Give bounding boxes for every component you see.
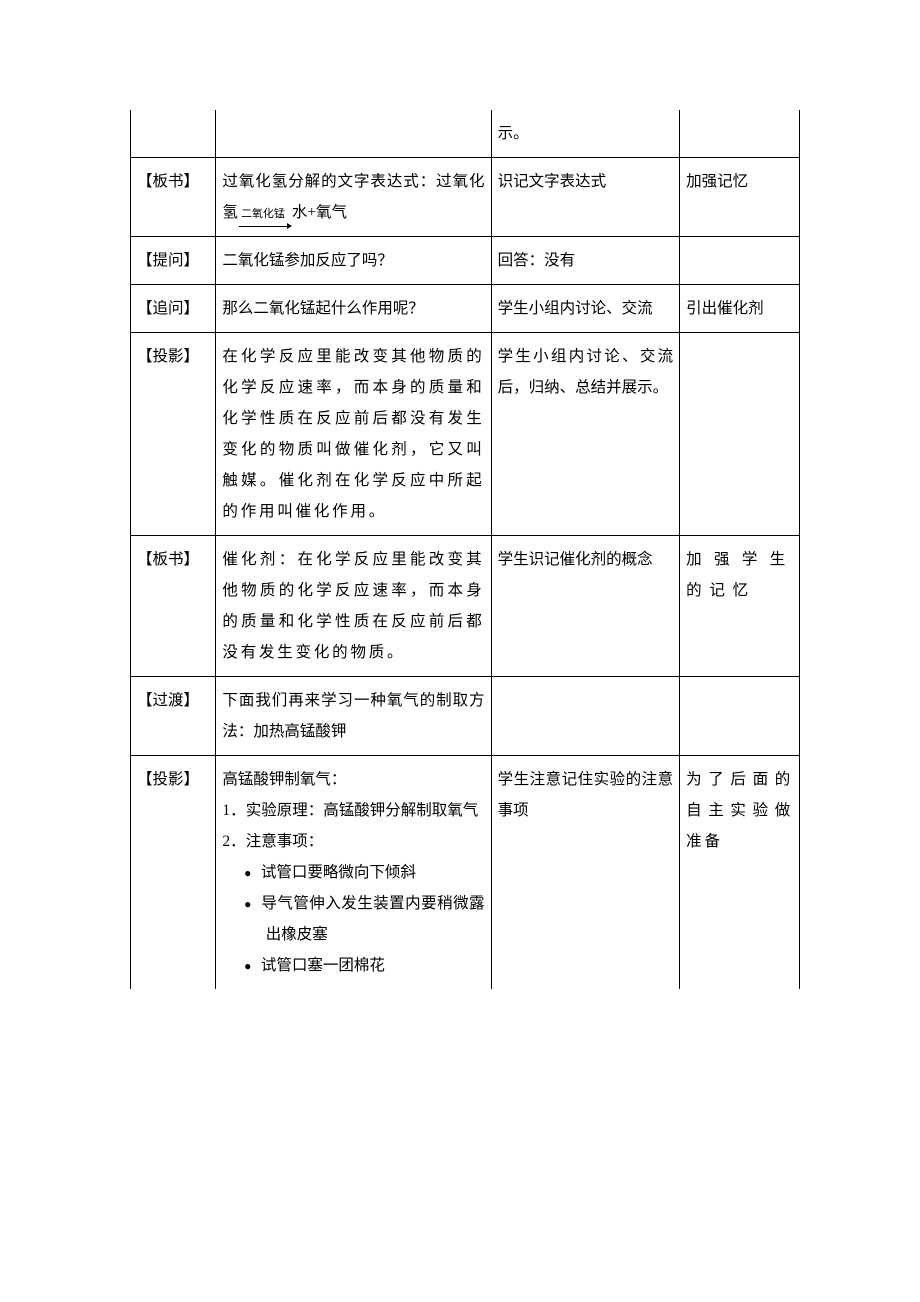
cell-tag: 【追问】 [131, 285, 216, 333]
cell-student: 识记文字表达式 [491, 158, 680, 237]
cell-tag: 【过渡】 [131, 677, 216, 756]
cell-student [491, 677, 680, 756]
cell-teacher: 催化剂：在化学反应里能改变其他物质的化学反应速率，而本身的质量和化学性质在反应前… [216, 536, 491, 677]
bullet-text: 试管口要略微向下倾斜 [261, 864, 416, 881]
cell-purpose: 加强学生的记忆 [680, 536, 800, 677]
cell-purpose [680, 677, 800, 756]
table-row: 示。 [131, 110, 800, 158]
cell-student: 学生小组内讨论、交流 [491, 285, 680, 333]
table-row: 【过渡】 下面我们再来学习一种氧气的制取方法：加热高锰酸钾 [131, 677, 800, 756]
table-row: 【投影】 高锰酸钾制氧气： 1．实验原理：高锰酸钾分解制取氧气 2．注意事项： … [131, 756, 800, 990]
cell-tag: 【提问】 [131, 237, 216, 285]
cell-tag: 【投影】 [131, 756, 216, 990]
cell-student: 回答：没有 [491, 237, 680, 285]
cell-purpose [680, 110, 800, 158]
cell-tag: 【投影】 [131, 333, 216, 536]
cell-teacher [216, 110, 491, 158]
bullet-text: 导气管伸入发生装置内要稍微露出橡皮塞 [261, 895, 485, 943]
list-text: 实验原理：高锰酸钾分解制取氧气 [246, 802, 479, 819]
table-row: 【追问】 那么二氧化锰起什么作用呢？ 学生小组内讨论、交流 引出催化剂 [131, 285, 800, 333]
list-num: 2． [222, 833, 245, 850]
cell-student: 学生小组内讨论、交流后，归纳、总结并展示。 [491, 333, 680, 536]
cell-student: 学生识记催化剂的概念 [491, 536, 680, 677]
cell-purpose [680, 237, 800, 285]
bullet-text: 试管口塞一团棉花 [261, 957, 385, 974]
cell-purpose: 为了后面的自主实验做准备 [680, 756, 800, 990]
cell-tag: 【板书】 [131, 158, 216, 237]
experiment-heading: 高锰酸钾制氧气： [222, 764, 484, 795]
document-page: 示。 【板书】 过氧化氢分解的文字表达式：过氧化氢二氧化锰 水+氧气 识记文字表… [0, 0, 920, 1089]
list-text: 注意事项： [246, 833, 324, 850]
cell-teacher: 在化学反应里能改变其他物质的化学反应速率，而本身的质量和化学性质在反应前后都没有… [216, 333, 491, 536]
list-item: 2．注意事项： [222, 826, 484, 857]
list-item: 试管口要略微向下倾斜 [244, 857, 484, 888]
cell-teacher: 二氧化锰参加反应了吗？ [216, 237, 491, 285]
cell-purpose [680, 333, 800, 536]
cell-student: 示。 [491, 110, 680, 158]
list-item: 试管口塞一团棉花 [244, 950, 484, 981]
cell-purpose: 加强记忆 [680, 158, 800, 237]
table-row: 【提问】 二氧化锰参加反应了吗？ 回答：没有 [131, 237, 800, 285]
cell-student: 学生注意记住实验的注意事项 [491, 756, 680, 990]
cell-teacher: 过氧化氢分解的文字表达式：过氧化氢二氧化锰 水+氧气 [216, 158, 491, 237]
equation-suffix: 水+氧气 [292, 204, 347, 221]
numbered-list: 1．实验原理：高锰酸钾分解制取氧气 2．注意事项： [222, 795, 484, 857]
list-item: 1．实验原理：高锰酸钾分解制取氧气 [222, 795, 484, 826]
cell-teacher: 那么二氧化锰起什么作用呢？ [216, 285, 491, 333]
cell-purpose: 引出催化剂 [680, 285, 800, 333]
cell-tag: 【板书】 [131, 536, 216, 677]
cell-teacher: 下面我们再来学习一种氧气的制取方法：加热高锰酸钾 [216, 677, 491, 756]
table-row: 【板书】 过氧化氢分解的文字表达式：过氧化氢二氧化锰 水+氧气 识记文字表达式 … [131, 158, 800, 237]
table-row: 【投影】 在化学反应里能改变其他物质的化学反应速率，而本身的质量和化学性质在反应… [131, 333, 800, 536]
cell-teacher: 高锰酸钾制氧气： 1．实验原理：高锰酸钾分解制取氧气 2．注意事项： 试管口要略… [216, 756, 491, 990]
reaction-arrow: 二氧化锰 [239, 203, 287, 227]
lesson-plan-table: 示。 【板书】 过氧化氢分解的文字表达式：过氧化氢二氧化锰 水+氧气 识记文字表… [130, 110, 800, 989]
list-item: 导气管伸入发生装置内要稍微露出橡皮塞 [244, 888, 484, 950]
cell-tag [131, 110, 216, 158]
list-num: 1． [222, 802, 245, 819]
bullet-list: 试管口要略微向下倾斜 导气管伸入发生装置内要稍微露出橡皮塞 试管口塞一团棉花 [222, 857, 484, 981]
table-row: 【板书】 催化剂：在化学反应里能改变其他物质的化学反应速率，而本身的质量和化学性… [131, 536, 800, 677]
